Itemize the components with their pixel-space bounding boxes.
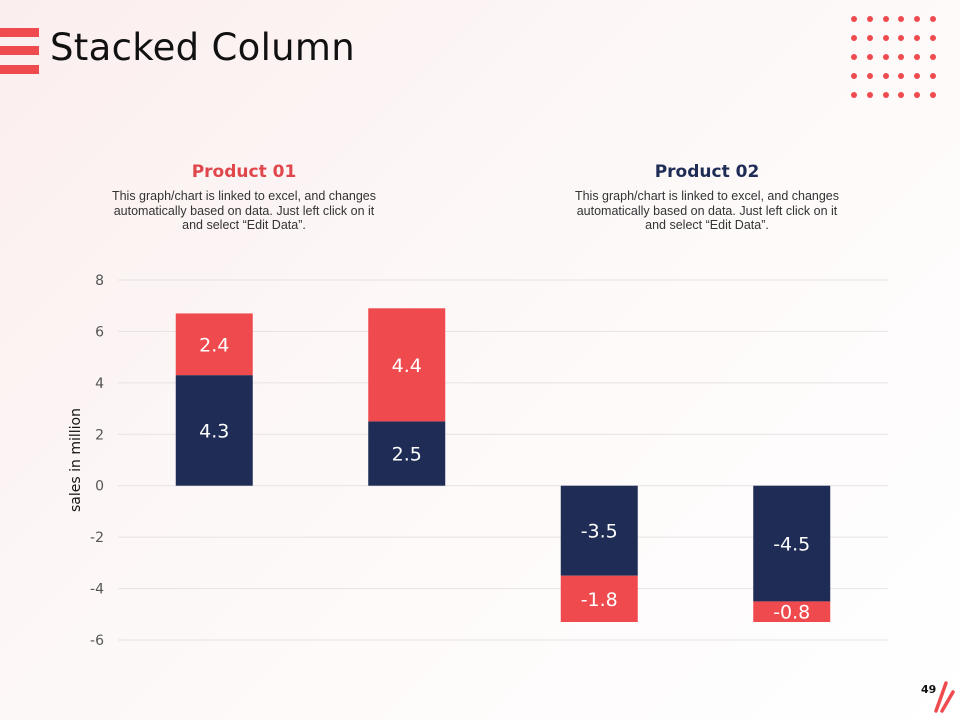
y-axis-label: sales in million (68, 408, 84, 512)
decorative-dot-grid-icon (851, 16, 947, 104)
decorative-dot (914, 92, 921, 98)
bar-segment (753, 485, 831, 602)
decorative-dot (851, 73, 857, 79)
decorative-dot (882, 54, 889, 60)
decorative-dot (866, 16, 873, 22)
y-tick-label: 2 (95, 427, 104, 443)
decorative-dot (930, 54, 936, 60)
bar-segment (368, 308, 446, 422)
y-tick-label: 8 (95, 273, 104, 289)
decorative-dot (914, 73, 921, 79)
decorative-dot (866, 92, 873, 98)
data-label: 2.5 (392, 444, 422, 466)
decorative-dot (882, 16, 889, 22)
decorative-dot (851, 92, 857, 98)
y-tick-label: -4 (90, 582, 104, 598)
y-tick-label: 4 (95, 376, 104, 392)
data-label: 2.4 (199, 334, 229, 356)
bar-segment (368, 421, 446, 486)
decorative-dot (851, 54, 857, 60)
decorative-dot (914, 16, 921, 22)
product-01-description: This graph/chart is linked to excel, and… (111, 189, 377, 232)
decorative-dot (866, 35, 873, 41)
decorative-dot (898, 73, 905, 79)
decorative-dot (898, 54, 905, 60)
decorative-dot (851, 35, 857, 41)
data-label: -0.8 (773, 602, 810, 624)
bar-segment (753, 601, 831, 622)
y-tick-label: -6 (90, 633, 104, 649)
product-01-title: Product 01 (191, 162, 297, 182)
product-02-title: Product 02 (654, 162, 760, 182)
brand-logo-icon (934, 681, 955, 713)
decorative-dot (898, 16, 905, 22)
decorative-dot (882, 73, 889, 79)
decorative-dot (898, 92, 905, 98)
y-tick-label: 0 (95, 479, 104, 495)
decorative-dot (851, 16, 857, 22)
decorative-dot (914, 35, 921, 41)
data-label: 4.4 (392, 355, 422, 377)
decorative-dot (882, 92, 889, 98)
decorative-dot (930, 35, 936, 41)
decorative-dot (914, 54, 921, 60)
decorative-dot (930, 73, 936, 79)
decorative-dot (866, 54, 873, 60)
page-title: Stacked Column (50, 26, 356, 69)
menu-icon (0, 28, 39, 74)
y-tick-label: -2 (90, 530, 104, 546)
decorative-dot (930, 92, 936, 98)
data-label: -3.5 (581, 521, 618, 543)
bar-segment (560, 575, 638, 622)
data-label: -4.5 (773, 534, 810, 556)
product-02-block: Product 02 This graph/chart is linked to… (567, 162, 847, 233)
product-02-description: This graph/chart is linked to excel, and… (574, 189, 840, 232)
bar-segment (175, 375, 253, 486)
decorative-dot (882, 35, 889, 41)
decorative-dot (866, 73, 873, 79)
bar-segment (560, 485, 638, 576)
decorative-dot (930, 16, 936, 22)
y-tick-label: 6 (95, 324, 104, 340)
product-01-block: Product 01 This graph/chart is linked to… (104, 162, 384, 233)
data-label: 4.3 (199, 420, 229, 442)
page-number: 49 (921, 683, 937, 696)
bar-segment (175, 313, 253, 376)
data-label: -1.8 (581, 589, 618, 611)
decorative-dot (898, 35, 905, 41)
